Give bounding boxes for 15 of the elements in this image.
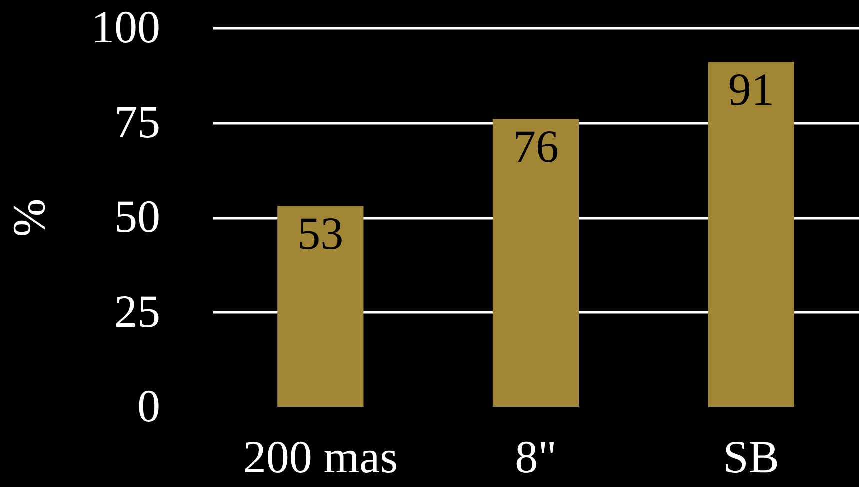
y-tick-label: 100 (92, 2, 160, 52)
x-tick-label: 8" (515, 432, 557, 482)
data-label: 91 (728, 64, 774, 116)
y-tick-label: 75 (114, 96, 160, 148)
data-label: 76 (513, 120, 559, 172)
bar (708, 62, 794, 407)
y-tick-label: 50 (114, 191, 160, 242)
bar (278, 206, 364, 407)
x-tick-label: 200 mas (243, 432, 398, 482)
y-axis-title: % (4, 198, 54, 238)
x-tick-label: SB (723, 432, 780, 482)
y-tick-label: 0 (138, 380, 160, 432)
y-tick-label: 25 (114, 286, 160, 337)
bar (492, 118, 580, 407)
data-label: 53 (298, 208, 344, 260)
